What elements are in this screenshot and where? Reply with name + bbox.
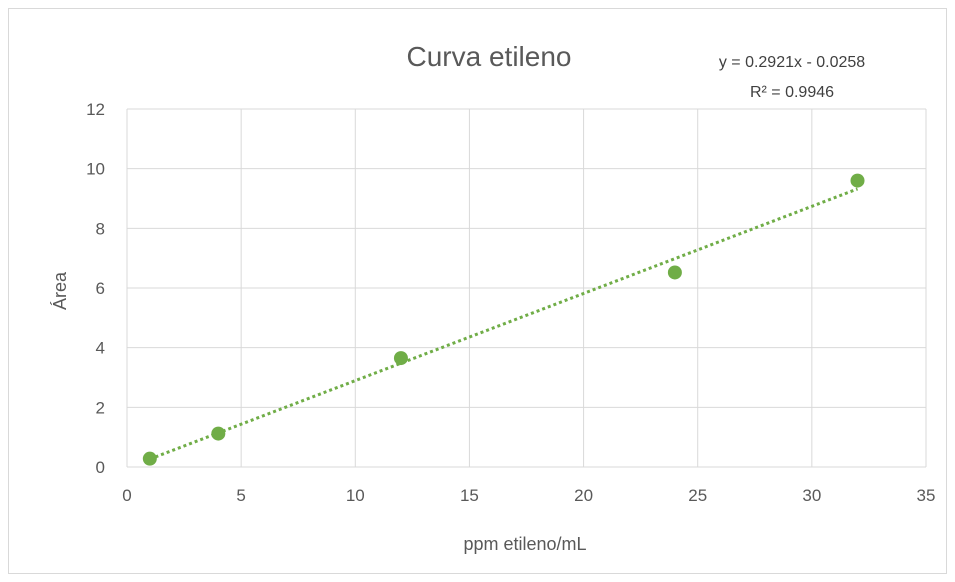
- y-axis-title: Área: [50, 271, 70, 310]
- data-point: [211, 426, 226, 441]
- grid: [126, 108, 927, 468]
- trendline-equation: y = 0.2921x - 0.0258: [719, 54, 865, 71]
- trendline-r2: R² = 0.9946: [750, 84, 834, 101]
- trendline: [149, 187, 859, 461]
- x-tick-label: 5: [236, 486, 245, 505]
- y-tick-label: 4: [96, 339, 105, 358]
- x-tick-label: 0: [122, 486, 131, 505]
- data-point: [667, 265, 682, 280]
- data-points: [142, 173, 865, 466]
- x-tick-label: 35: [917, 486, 936, 505]
- x-axis-title: ppm etileno/mL: [463, 534, 586, 554]
- tick-labels: 0 5 10 15 20 25 30 35 0 2 4 6 8 10 12: [86, 100, 935, 505]
- x-tick-label: 20: [574, 486, 593, 505]
- y-tick-label: 0: [96, 458, 105, 477]
- data-point: [393, 351, 408, 366]
- data-point: [850, 173, 865, 188]
- y-tick-label: 12: [86, 100, 105, 119]
- y-tick-label: 10: [86, 160, 105, 179]
- trendline-layer: [149, 187, 859, 461]
- x-tick-label: 30: [802, 486, 821, 505]
- x-tick-label: 10: [346, 486, 365, 505]
- data-point: [142, 451, 157, 466]
- x-tick-label: 15: [460, 486, 479, 505]
- scatter-chart: 0 5 10 15 20 25 30 35 0 2 4 6 8 10 12 Curva etileno y …: [50, 41, 935, 554]
- y-tick-label: 2: [96, 398, 105, 417]
- chart-area: 0 5 10 15 20 25 30 35 0 2 4 6 8 10 12 Curva etileno y …: [8, 8, 947, 574]
- y-tick-label: 8: [96, 219, 105, 238]
- x-tick-label: 25: [688, 486, 707, 505]
- chart-title: Curva etileno: [407, 41, 572, 72]
- y-tick-label: 6: [96, 279, 105, 298]
